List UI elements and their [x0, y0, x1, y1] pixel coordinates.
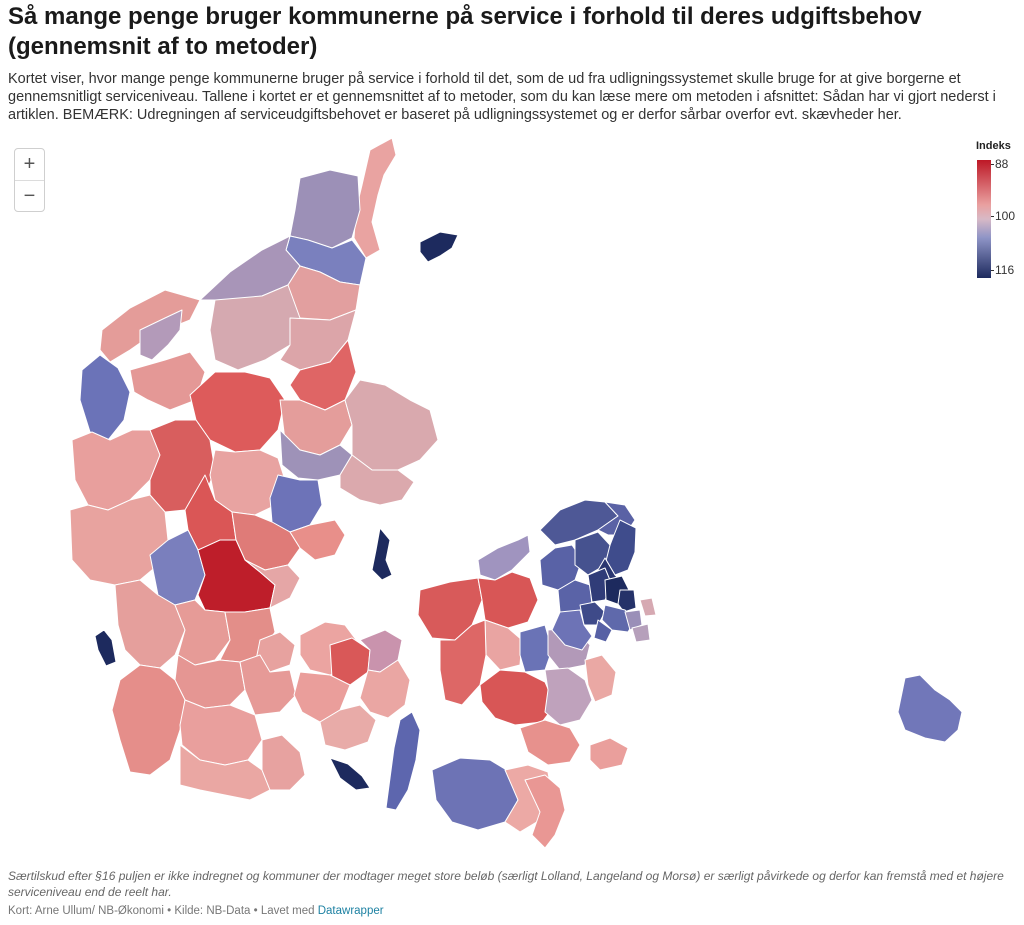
region-bornholm[interactable] [897, 674, 963, 743]
region-falster-south[interactable] [524, 774, 566, 849]
region-gentofte[interactable] [617, 589, 637, 613]
legend-title: Indeks [976, 140, 1011, 152]
region-fanoe[interactable] [94, 629, 117, 667]
legend-tick-88: 88 [995, 157, 1009, 171]
credit-text: Kort: Arne Ullum/ NB-Økonomi • Kilde: NB… [8, 905, 318, 917]
region-hvidovre[interactable] [593, 619, 613, 643]
region-lemvig[interactable] [79, 354, 131, 441]
region-morsoe[interactable] [139, 309, 183, 361]
region-ballerup[interactable] [579, 601, 606, 626]
zoom-in-button[interactable]: + [23, 153, 36, 175]
legend-gradient-bar [977, 160, 991, 278]
denmark-municipality-map[interactable] [0, 128, 1024, 858]
region-norddjurs[interactable] [344, 379, 439, 471]
region-esbjerg[interactable] [114, 579, 186, 669]
region-aarhus[interactable] [269, 474, 323, 533]
region-lolland[interactable] [431, 757, 519, 831]
region-naestved[interactable] [479, 669, 556, 726]
region-aeroe[interactable] [329, 757, 371, 791]
zoom-out-button[interactable]: − [15, 180, 44, 212]
datawrapper-link[interactable]: Datawrapper [317, 905, 384, 917]
region-hedensted[interactable] [244, 559, 301, 609]
region-frederikssund[interactable] [539, 544, 583, 591]
region-vesthimmerland[interactable] [209, 284, 301, 371]
legend-tick-100: 100 [995, 209, 1016, 223]
credit-line: Kort: Arne Ullum/ NB-Økonomi • Kilde: NB… [8, 905, 384, 917]
region-odsherred[interactable] [477, 534, 531, 581]
region-syddjurs[interactable] [339, 454, 415, 506]
region-soroe[interactable] [484, 619, 523, 671]
region-amager-east[interactable] [639, 597, 657, 617]
region-toender[interactable] [111, 664, 186, 776]
region-soenderborg[interactable] [261, 734, 306, 791]
legend-tick-mark [991, 216, 994, 217]
region-stevns[interactable] [584, 654, 617, 703]
region-moen[interactable] [589, 737, 629, 771]
region-helsingoer[interactable] [604, 519, 637, 576]
region-odder[interactable] [289, 519, 346, 561]
legend-tick-mark [991, 164, 994, 165]
chart-description: Kortet viser, hvor mange penge kommunern… [8, 71, 996, 123]
region-holbaek[interactable] [477, 571, 539, 629]
region-dragoer[interactable] [631, 623, 651, 643]
legend-tick-mark [991, 270, 994, 271]
footnote: Særtilskud efter §16 puljen er ikke indr… [8, 869, 1004, 899]
region-hjoerring[interactable] [289, 169, 361, 249]
zoom-control: + − [14, 148, 45, 212]
region-frederikshavn[interactable] [353, 137, 397, 259]
region-slagelse[interactable] [439, 619, 487, 706]
region-faxe[interactable] [544, 667, 593, 726]
legend-tick-116: 116 [995, 263, 1015, 277]
region-ringsted[interactable] [519, 624, 553, 673]
chart-title: Så mange penge bruger kommunerne på serv… [8, 3, 922, 60]
region-greve[interactable] [551, 609, 593, 651]
region-laesoe[interactable] [419, 231, 459, 263]
region-samsoe[interactable] [371, 527, 393, 581]
region-nyborg[interactable] [359, 659, 411, 719]
region-langeland[interactable] [385, 711, 421, 811]
region-billund[interactable] [174, 599, 231, 666]
color-legend: Indeks 88 100 116 [975, 140, 1023, 280]
region-faaborg[interactable] [319, 704, 377, 751]
region-vordingborg[interactable] [519, 719, 581, 766]
